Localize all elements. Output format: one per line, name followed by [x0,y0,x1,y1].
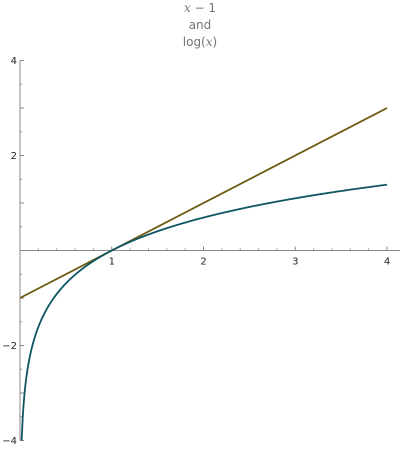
x-tick-label: 2 [200,257,206,268]
x-tick-label: 4 [384,257,390,268]
title-line-3: log(x) [0,34,400,51]
x-tick-label: 1 [109,257,115,268]
ticks: 1 2 3 4 −4 −2 2 4 [2,56,390,447]
series-group [19,107,388,441]
title-line-2: and [188,18,212,32]
chart-title: x − 1 and log(x) [0,0,400,51]
x-tick-label: 3 [292,257,298,268]
y-tick-label: 4 [11,56,17,67]
title-close-paren: ) [212,35,218,49]
title-line-1: x − 1 [0,0,400,17]
y-tick-label: −4 [2,436,17,447]
series-line-x-minus-1 [19,107,388,299]
series-line-log-x [20,183,388,441]
title-log: log( [182,35,206,49]
y-tick-label: −2 [2,341,17,352]
title-var-x-2: x [205,35,213,49]
y-tick-label: 2 [11,151,17,162]
title-minus-one: − 1 [190,1,217,15]
axes [19,60,400,441]
title-var-x: x [183,1,191,15]
